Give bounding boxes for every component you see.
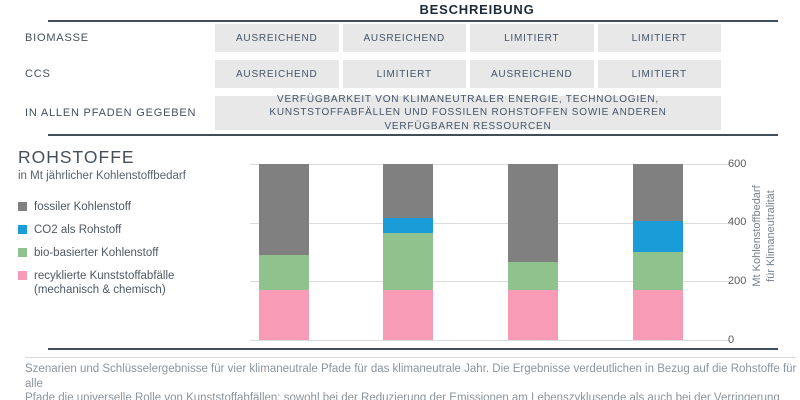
legend-label: bio-basierter Kohlenstoff [34, 247, 159, 259]
row-cells-biomasse: AUSREICHEND AUSREICHEND LIMITIERT LIMITI… [215, 24, 721, 52]
cell-biomasse-2: AUSREICHEND [342, 24, 466, 52]
y-axis-title-line1: Mt Kohlenstoffbedarf [751, 185, 763, 287]
caption: Szenarien und Schlüsselergebnisse für vi… [25, 362, 797, 400]
cell-pfaden-merged: VERFÜGBARKEIT VON KLIMANEUTRALER ENERGIE… [215, 94, 721, 132]
bar-segment [258, 254, 309, 291]
legend-item-4: recyklierte Kunststoffabfälle (mechanisch… [18, 269, 174, 297]
gridline-600 [250, 164, 730, 165]
chart-bottom-divider [48, 348, 778, 350]
gridline-400 [250, 222, 730, 224]
y-axis: 0 200 400 600 [728, 158, 768, 346]
bar-segment [383, 218, 433, 233]
row-label-biomasse: BIOMASSE [25, 32, 89, 44]
chart-title: ROHSTOFFE [18, 147, 135, 167]
gridline-0 [250, 340, 730, 341]
legend-label: recyklierte Kunststoffabfälle (mechanisch… [34, 270, 175, 296]
bar-segment [632, 252, 683, 291]
stacked-bar-4 [632, 164, 683, 340]
chart-legend: fossiler Kohlenstoff CO2 als Rohstoff bio-… [18, 200, 174, 306]
y-tick-label-0: 0 [728, 333, 735, 346]
bar-segment [383, 164, 433, 219]
chart-section: ROHSTOFFE in Mt jährlicher Kohlenstoffbe… [0, 145, 800, 357]
legend-label: fossiler Kohlenstoff [34, 201, 131, 213]
stacked-bar-2 [383, 164, 433, 340]
table-row-ccs: CCS AUSREICHEND LIMITIERT AUSREICHEND LI… [0, 60, 800, 88]
stacked-bar-3 [507, 164, 558, 340]
legend-swatch-icon [18, 271, 27, 280]
cell-biomasse-4: LIMITIERT [597, 24, 721, 52]
table-title: BESCHREIBUNG [419, 2, 535, 17]
bar-segment [258, 290, 309, 340]
legend-label: CO2 als Rohstoff [34, 224, 122, 236]
caption-line-1: Szenarien und Schlüsselergebnisse für vi… [25, 363, 797, 390]
row-cells-pfaden: VERFÜGBARKEIT VON KLIMANEUTRALER ENERGIE… [215, 94, 721, 132]
row-cells-ccs: AUSREICHEND LIMITIERT AUSREICHEND LIMITI… [215, 60, 721, 88]
footer-divider [25, 357, 796, 358]
table-row-pfaden: IN ALLEN PFADEN GEGEBEN VERFÜGBARKEIT VO… [0, 94, 800, 132]
table-row-biomasse: BIOMASSE AUSREICHEND AUSREICHEND LIMITIE… [0, 24, 800, 52]
bar-segment [383, 232, 433, 291]
y-axis-title: Mt Kohlenstoffbedarf für Klimaneutralitä… [751, 156, 781, 316]
cell-ccs-1: AUSREICHEND [215, 60, 339, 88]
legend-swatch-icon [18, 225, 27, 234]
plot-area [250, 164, 730, 341]
row-label-ccs: CCS [25, 68, 51, 80]
bar-segment [507, 262, 558, 291]
header-divider [48, 20, 778, 22]
cell-ccs-2: LIMITIERT [342, 60, 466, 88]
y-axis-title-line2: für Klimaneutralität [764, 190, 777, 282]
bar-segment [632, 221, 683, 253]
bar-segment [258, 164, 309, 255]
legend-swatch-icon [18, 248, 27, 257]
legend-item-3: bio-basierter Kohlenstoff [18, 246, 174, 260]
cell-biomasse-3: LIMITIERT [470, 24, 594, 52]
bar-segment [632, 290, 683, 340]
cell-ccs-3: AUSREICHEND [470, 60, 594, 88]
chart-subtitle: in Mt jährlicher Kohlenstoffbedarf [18, 170, 186, 182]
bar-segment [507, 290, 558, 340]
bar-segment [383, 290, 433, 340]
caption-line-2: Pfade die universelle Rolle von Kunststo… [25, 392, 780, 400]
y-tick-label-200: 200 [728, 274, 747, 287]
row-label-pfaden: IN ALLEN PFADEN GEGEBEN [25, 107, 197, 119]
legend-swatch-icon [18, 202, 27, 211]
bar-segment [632, 164, 683, 222]
legend-item-2: CO2 als Rohstoff [18, 223, 174, 237]
y-tick-label-600: 600 [728, 157, 747, 170]
table-bottom-divider [48, 134, 778, 136]
bar-segment [507, 164, 558, 263]
cell-ccs-4: LIMITIERT [597, 60, 721, 88]
legend-item-1: fossiler Kohlenstoff [18, 200, 174, 214]
gridline-200 [250, 281, 730, 283]
cell-biomasse-1: AUSREICHEND [215, 24, 339, 52]
y-tick-label-400: 400 [728, 216, 747, 229]
stacked-bar-1 [258, 164, 309, 340]
